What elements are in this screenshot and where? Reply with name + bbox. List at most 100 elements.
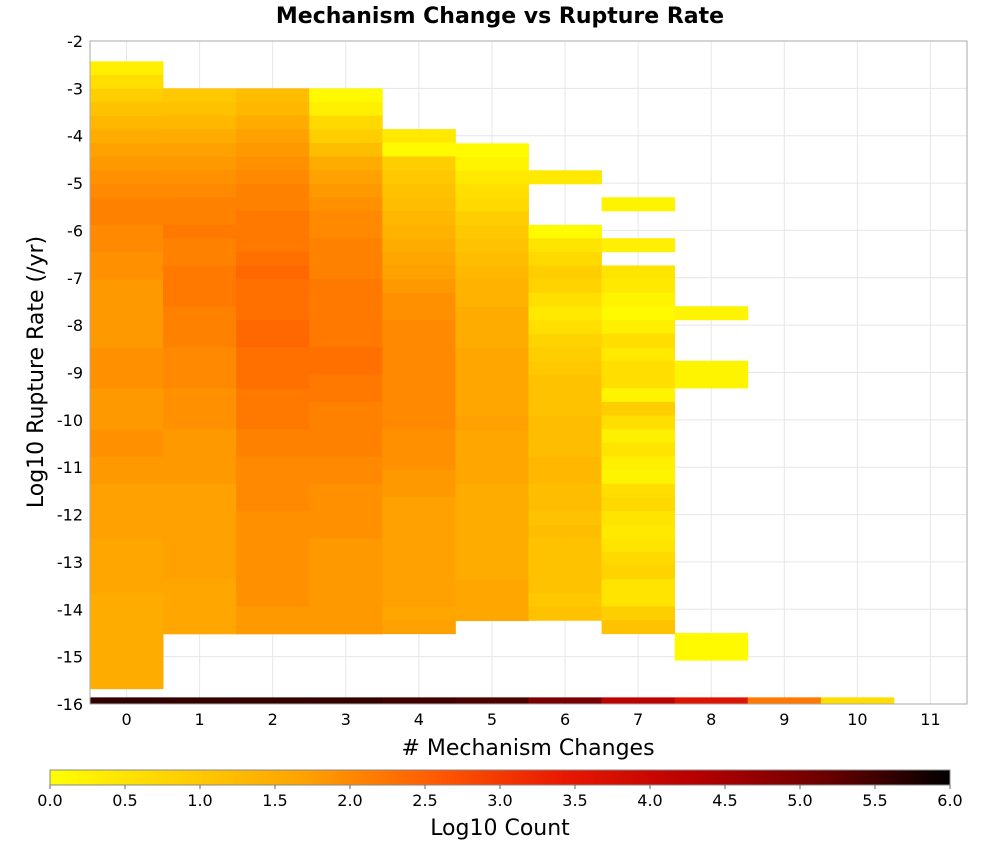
heatmap-cell (309, 156, 383, 171)
heatmap-cell (601, 374, 676, 389)
x-tick-label: 11 (920, 710, 940, 729)
x-tick-label: 7 (633, 710, 643, 729)
heatmap-cell (163, 115, 237, 130)
heatmap-cell (528, 374, 602, 389)
heatmap-cell (236, 429, 310, 444)
heatmap-cell (163, 388, 237, 403)
heatmap-cell (90, 566, 164, 581)
heatmap-cell (236, 197, 310, 212)
heatmap-cell (163, 374, 237, 389)
x-tick-label: 1 (195, 710, 205, 729)
heatmap-cell (382, 210, 456, 225)
heatmap-cell (382, 620, 456, 635)
x-axis-ticks: 0 1 2 3 4 5 6 7 8 9 10 11 (121, 710, 940, 729)
heatmap-cell (528, 306, 602, 321)
heatmap-cell (163, 538, 237, 553)
heatmap-cell (601, 415, 676, 430)
heatmap-cell (90, 225, 164, 240)
heatmap-cell (236, 470, 310, 485)
heatmap-cell (309, 511, 383, 526)
heatmap-cell (528, 511, 602, 526)
heatmap-cell (309, 429, 383, 444)
heatmap-cell (90, 361, 164, 376)
heatmap-cell (163, 211, 237, 226)
heatmap-cell (90, 634, 164, 649)
heatmap-cell (236, 170, 310, 185)
colorbar-tick-label: 2.5 (412, 791, 437, 810)
heatmap-cell (90, 375, 164, 390)
heatmap-cell (163, 592, 237, 608)
x-tick-label: 4 (414, 710, 424, 729)
heatmap-cell (163, 279, 237, 294)
heatmap-cell (382, 538, 456, 553)
heatmap-cell (163, 320, 237, 335)
heatmap-cell (90, 102, 164, 117)
heatmap-cell (382, 320, 456, 335)
heatmap-cell (309, 224, 383, 239)
y-tick-label: -9 (67, 364, 83, 383)
heatmap-cell (455, 238, 529, 253)
heatmap-cell (528, 388, 602, 403)
heatmap-cell (309, 442, 383, 458)
heatmap-cell (163, 402, 237, 417)
heatmap-cell (163, 606, 237, 621)
heatmap-cell (309, 552, 383, 567)
heatmap-cell (528, 252, 602, 267)
heatmap-cell (455, 225, 529, 240)
heatmap-cell (236, 238, 310, 253)
heatmap-cell (382, 333, 456, 348)
heatmap-cell (90, 620, 164, 635)
heatmap-cell (528, 483, 602, 499)
heatmap-cell (90, 697, 164, 705)
heatmap-cell (674, 646, 749, 661)
heatmap-cell (163, 361, 237, 376)
heatmap-cell (309, 347, 383, 362)
heatmap-cell (455, 443, 529, 458)
heatmap-cell (674, 374, 749, 389)
heatmap-cell (528, 593, 602, 608)
x-axis-label: # Mechanism Changes (401, 736, 654, 761)
heatmap-cell (90, 347, 164, 362)
heatmap-cell (674, 360, 749, 375)
heatmap-cell (382, 224, 456, 239)
heatmap-cell (674, 306, 749, 321)
heatmap-cell (90, 402, 164, 417)
heatmap-cell (309, 524, 383, 539)
heatmap-cell (528, 565, 602, 580)
heatmap-cell (455, 552, 529, 567)
heatmap-cell (601, 429, 676, 444)
heatmap-cell (90, 647, 164, 662)
y-tick-label: -7 (67, 269, 83, 288)
heatmap-cell (236, 211, 310, 226)
heatmap-cell (528, 347, 602, 362)
heatmap-cell (382, 156, 456, 171)
heatmap-cell (455, 579, 529, 594)
heatmap-cell (90, 61, 164, 76)
heatmap-cell (601, 401, 676, 416)
heatmap-cell (382, 565, 456, 580)
heatmap-cell (309, 170, 383, 185)
heatmap-cell (309, 129, 383, 144)
heatmap-cell (163, 470, 237, 485)
heatmap-cell (309, 88, 383, 103)
heatmap-cell (528, 265, 602, 280)
heatmap-cell (236, 524, 310, 539)
heatmap-cell (601, 197, 676, 212)
heatmap-cell (90, 115, 164, 130)
heatmap-cell (309, 402, 383, 417)
heatmap-cell (163, 697, 237, 705)
heatmap-cell (528, 293, 602, 308)
heatmap-cell (163, 197, 237, 212)
x-tick-label: 8 (706, 710, 716, 729)
heatmap-cell (309, 697, 383, 705)
heatmap-cell (528, 224, 602, 239)
heatmap-cell (382, 442, 456, 457)
heatmap-cell (90, 675, 164, 690)
heatmap-cell (90, 511, 164, 526)
heatmap-cells (90, 61, 895, 705)
heatmap-cell (455, 279, 529, 294)
colorbar-tick-label: 1.5 (262, 791, 287, 810)
heatmap-cell (455, 607, 529, 622)
heatmap-cell (382, 606, 456, 621)
heatmap-cell (601, 456, 676, 471)
